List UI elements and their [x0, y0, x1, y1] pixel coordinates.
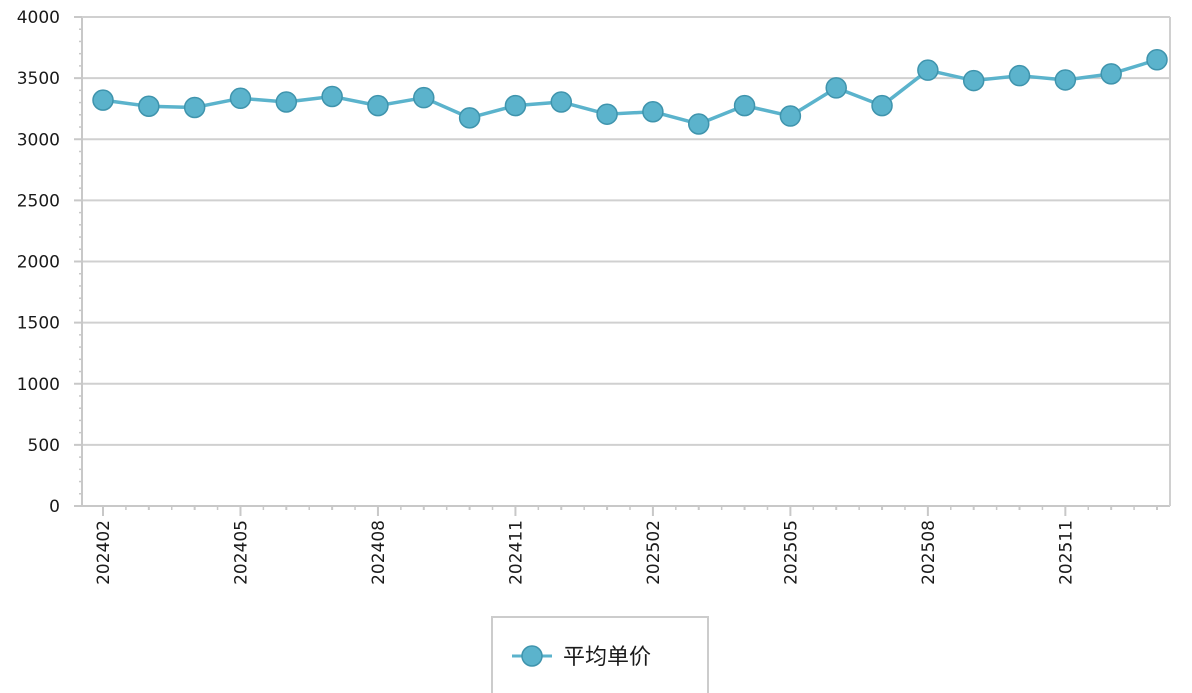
data-point	[1100, 63, 1122, 85]
x-tick-label: 202405	[231, 520, 251, 585]
data-point	[962, 69, 985, 92]
x-tick-label: 202502	[644, 520, 664, 585]
x-tick-label: 202411	[506, 520, 526, 585]
data-point	[458, 107, 481, 129]
data-point	[183, 96, 206, 119]
data-point	[1054, 69, 1077, 91]
series-line	[102, 58, 1158, 126]
data-point	[92, 89, 114, 111]
x-tick-label: 202511	[1056, 520, 1076, 585]
data-point	[596, 103, 618, 125]
data-point	[138, 95, 160, 117]
legend-label: 平均单价	[563, 645, 651, 670]
x-tick-label: 202505	[781, 520, 801, 585]
y-tick-label: 2000	[17, 253, 60, 273]
y-tick-label: 1500	[17, 314, 60, 334]
data-points	[92, 49, 1168, 135]
data-point	[504, 94, 527, 117]
data-point	[367, 94, 389, 117]
y-tick-label: 2500	[17, 191, 60, 211]
data-point	[321, 85, 343, 108]
axes	[74, 16, 1171, 516]
data-point	[687, 113, 710, 135]
y-tick-label: 4000	[17, 8, 60, 28]
y-axis-tick-labels: 0 500 1000 1500 2000 2500 3000 3500 4000	[17, 8, 60, 517]
x-tick-label: 202408	[369, 520, 389, 585]
data-point	[229, 87, 252, 110]
y-tick-label: 3000	[17, 130, 60, 150]
x-tick-label: 202402	[94, 520, 114, 585]
y-tick-label: 3500	[17, 69, 60, 89]
data-point	[871, 94, 893, 117]
data-point	[779, 105, 802, 127]
legend: 平均单价	[491, 616, 709, 693]
data-point	[1146, 49, 1168, 71]
data-point	[550, 91, 573, 113]
x-tick-label: 202508	[919, 520, 939, 585]
data-point	[1008, 64, 1031, 87]
data-point	[917, 59, 939, 81]
data-point	[825, 77, 847, 99]
y-tick-label: 1000	[17, 375, 60, 395]
y-tick-label: 0	[49, 497, 60, 517]
series-lines	[102, 58, 1158, 126]
y-tick-label: 500	[28, 436, 60, 456]
data-point	[642, 100, 664, 123]
grid-lines	[82, 16, 1170, 446]
x-axis-tick-labels: 202402 202405 202408 202411 202502 202505 2025…	[94, 520, 1076, 585]
legend-marker-icon	[521, 645, 543, 667]
data-point	[413, 86, 435, 109]
data-point	[275, 91, 298, 113]
data-point	[733, 94, 756, 117]
